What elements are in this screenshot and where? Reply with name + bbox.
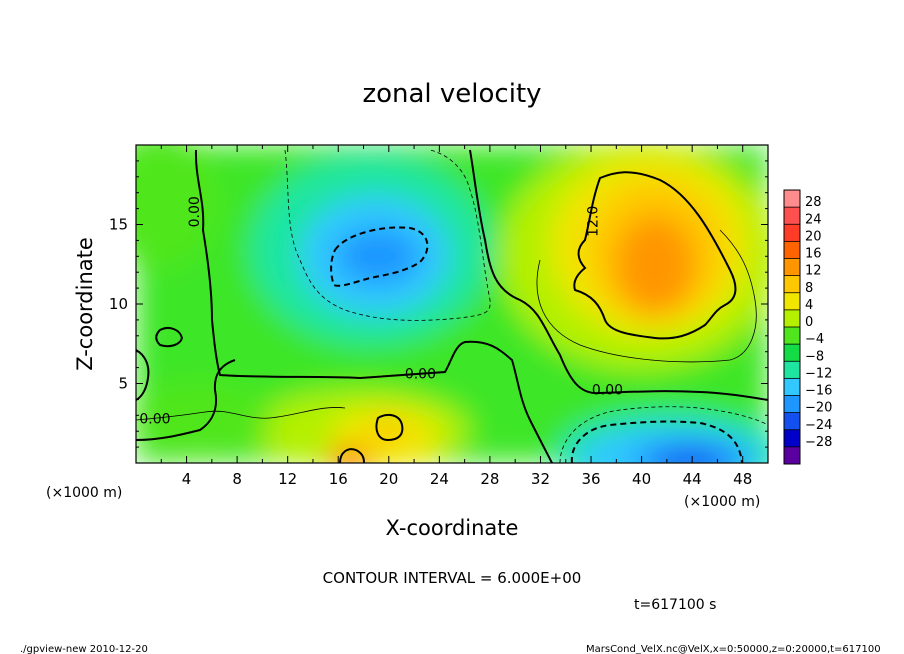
x-tick-label: 8: [232, 470, 242, 488]
colorbar-label: −24: [805, 418, 832, 433]
contour-pos-bottom: [375, 413, 404, 442]
colorbar-label: −4: [805, 332, 824, 347]
contour-label: 0.00: [187, 196, 203, 227]
y-tick-label: 10: [109, 295, 128, 313]
footer-left: ./gpview-new 2010-12-20: [20, 644, 148, 654]
x-axis-unit-left: (×1000 m): [46, 485, 122, 501]
x-axis-title: X-coordinate: [386, 516, 519, 540]
contour-label: 0.00: [592, 383, 623, 399]
contour-thin-pos-outer: [536, 229, 757, 363]
colorbar-label: −28: [805, 435, 832, 450]
colorbar-swatch: [784, 309, 800, 328]
colorbar-label: −8: [805, 349, 824, 364]
footer-right: MarsCond_VelX.nc@VelX,x=0:50000,z=0:2000…: [586, 644, 881, 654]
colorbar-label: 12: [805, 264, 822, 279]
colorbar-label: 8: [805, 281, 813, 296]
x-axis-ticks: 4 8 12 16 20 24 28 32 36 40 44 48: [160, 145, 752, 488]
colorbar-swatch: [784, 190, 800, 208]
x-tick-label: 44: [683, 470, 702, 488]
contour-thin-left: [136, 407, 346, 421]
x-tick-label: 48: [733, 470, 752, 488]
contour-lines: [136, 149, 768, 463]
x-tick-label: 20: [379, 470, 398, 488]
contour-label: 12.0: [585, 206, 601, 237]
colorbar-label: 4: [805, 298, 813, 313]
colorbar-label: 20: [805, 229, 822, 244]
x-tick-label: 12: [278, 470, 297, 488]
colorbar-label: −12: [805, 366, 832, 381]
plot-area: 0.00 12.0 0.00 0.00 0.00: [136, 145, 768, 463]
contour-label: 0.00: [405, 367, 436, 383]
contour-interval: CONTOUR INTERVAL = 6.000E+00: [323, 569, 582, 587]
colorbar-swatch: [784, 446, 800, 465]
x-tick-label: 4: [182, 470, 192, 488]
y-axis-ticks: 5 10 15: [109, 160, 768, 448]
colorbar: 28 24 20 16 12 8 4 0 −4 −8 −12 −16 −20 −24 −28: [783, 189, 832, 465]
colorbar-label: 0: [805, 315, 813, 330]
colorbar-swatch: [784, 275, 800, 294]
colorbar-swatch: [784, 361, 800, 379]
contour-zero-left: [194, 149, 553, 463]
contour-neg-right: [570, 420, 743, 463]
contour-zero-left-blob: [155, 327, 184, 348]
velocity-field: [136, 145, 768, 463]
contour-12: [573, 171, 737, 340]
colorbar-swatch: [784, 241, 800, 259]
x-tick-label: 40: [632, 470, 651, 488]
contour-thin-neg-outer: [284, 149, 491, 321]
contour-labels: 0.00 12.0 0.00 0.00 0.00: [139, 196, 623, 427]
x-tick-label: 36: [581, 470, 600, 488]
colorbar-swatch: [784, 344, 800, 362]
colorbar-swatch: [784, 395, 800, 413]
colorbar-label: 28: [805, 195, 822, 210]
x-tick-label: 16: [329, 470, 348, 488]
colorbar-swatch: [784, 224, 800, 242]
x-axis-unit-right: (×1000 m): [684, 494, 760, 510]
y-tick-label: 5: [118, 375, 128, 393]
colorbar-label: 16: [805, 247, 822, 262]
colorbar-swatch: [784, 412, 800, 431]
colorbar-label: −16: [805, 384, 832, 399]
colorbar-label: 24: [805, 212, 822, 227]
colorbar-swatch: [784, 207, 800, 225]
time-label: t=617100 s: [634, 597, 716, 613]
colorbar-swatch: [784, 378, 800, 396]
y-axis-title: Z-coordinate: [73, 237, 97, 371]
contour-zero-top: [469, 149, 768, 401]
chart-title: zonal velocity: [362, 79, 541, 109]
colorbar-swatch: [784, 258, 800, 276]
colorbar-label: −20: [805, 401, 832, 416]
contour-label: 0.00: [139, 411, 170, 427]
colorbar-swatch: [784, 327, 800, 345]
x-tick-label: 24: [430, 470, 449, 488]
colorbar-swatch: [784, 292, 800, 311]
contour-zero-lower-left: [136, 359, 236, 441]
x-tick-label: 28: [480, 470, 499, 488]
y-tick-label: 15: [109, 216, 128, 234]
colorbar-swatch: [784, 429, 800, 448]
contour-zero-left-edge: [136, 349, 150, 401]
contour-thin-bottom: [559, 406, 768, 463]
x-tick-label: 32: [531, 470, 550, 488]
